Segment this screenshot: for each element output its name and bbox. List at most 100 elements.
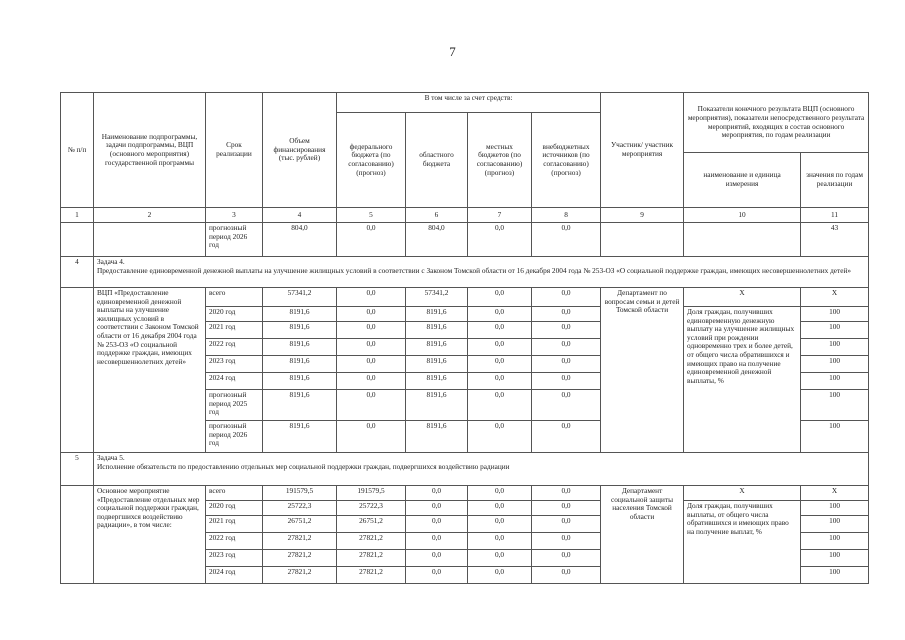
- table-row: прогнозный период 2025 год 8191,6 0,0 8191,…: [61, 389, 870, 421]
- amount-cell: 0,0: [467, 549, 532, 567]
- amount-cell: 0,0: [467, 222, 532, 257]
- header-term: Срок реализации: [205, 92, 263, 208]
- task-title: Задача 5.: [97, 453, 125, 462]
- participant-cell: [600, 222, 685, 257]
- amount-cell: 8191,6: [262, 321, 337, 339]
- column-number: 9: [600, 207, 685, 223]
- amount-cell: 0,0: [336, 306, 406, 322]
- amount-cell: 0,0: [467, 287, 532, 307]
- period-cell: 2021 год: [205, 515, 263, 533]
- amount-cell: 0,0: [530, 566, 602, 584]
- header-indicator-name: наименование и единица измерения: [683, 152, 802, 208]
- indicator-value-header-cell: X: [800, 485, 870, 501]
- amount-cell: 0,0: [405, 515, 468, 533]
- header-volume: Объем финансирования (тыс. рублей): [262, 92, 337, 208]
- table-row: 2024 год 8191,6 0,0 8191,6 0,0 0,0 100: [61, 372, 870, 390]
- indicator-value-cell: 100: [800, 515, 870, 533]
- indicator-header-cell: X: [683, 287, 802, 307]
- table-row: прогнозный период 2026 год 804,0 0,0 804,0 0…: [60, 222, 870, 257]
- column-number: 5: [336, 207, 406, 223]
- table-row: 2023 год 8191,6 0,0 8191,6 0,0 0,0 100: [61, 355, 870, 373]
- task-row: 5 Задача 5. Исполнение обязательств по пре…: [60, 452, 870, 486]
- period-cell: 2024 год: [205, 566, 263, 584]
- amount-cell: 0,0: [467, 420, 532, 453]
- column-number: 3: [205, 207, 263, 223]
- period-cell: 2022 год: [205, 532, 263, 550]
- amount-cell: 27821,2: [336, 532, 406, 550]
- amount-cell: 0,0: [530, 420, 602, 453]
- indicator-value-cell: 43: [800, 222, 870, 257]
- amount-cell: 0,0: [336, 389, 406, 421]
- column-number: 4: [262, 207, 337, 223]
- amount-cell: 0,0: [530, 389, 602, 421]
- indicator-value-cell: 100: [800, 355, 870, 373]
- indicator-value-cell: 100: [800, 306, 870, 322]
- period-cell: прогнозный период 2025 год: [205, 389, 263, 421]
- header-participant: Участник/ участник мероприятия: [600, 92, 685, 208]
- period-cell: 2020 год: [205, 500, 263, 516]
- amount-cell: 804,0: [405, 222, 468, 257]
- column-number: 10: [683, 207, 802, 223]
- amount-cell: 0,0: [405, 485, 468, 501]
- indicator-value-cell: 100: [800, 500, 870, 516]
- amount-cell: 8191,6: [405, 321, 468, 339]
- indicator-header-cell: X: [683, 485, 802, 501]
- amount-cell: 0,0: [467, 485, 532, 501]
- amount-cell: 27821,2: [262, 549, 337, 567]
- indicator-cell: [683, 222, 802, 257]
- amount-cell: 191579,5: [336, 485, 406, 501]
- amount-cell: 25722,3: [336, 500, 406, 516]
- amount-cell: 0,0: [336, 222, 406, 257]
- header-name: Наименование подпрограммы, задачи подпро…: [93, 92, 206, 208]
- table-row: 2021 год 8191,6 0,0 8191,6 0,0 0,0 100: [61, 321, 870, 339]
- amount-cell: 0,0: [467, 306, 532, 322]
- amount-cell: 8191,6: [262, 306, 337, 322]
- column-numbers-row: 1 2 3 4 5 6 7 8 9 10 11: [60, 207, 870, 223]
- no-cell: [60, 222, 94, 257]
- amount-cell: 0,0: [530, 532, 602, 550]
- task-number: 4: [60, 256, 94, 288]
- participant-cell: Департамент по вопросам семьи и детей То…: [600, 287, 685, 453]
- amount-cell: 0,0: [336, 287, 406, 307]
- program-name-cell: ВЦП «Предоставление единовременной денеж…: [93, 287, 206, 453]
- table-row: 2024 год 27821,2 27821,2 0,0 0,0 0,0 100: [61, 566, 870, 584]
- amount-cell: 0,0: [530, 549, 602, 567]
- amount-cell: 0,0: [530, 485, 602, 501]
- column-number: 11: [800, 207, 870, 223]
- page-number: 7: [449, 44, 456, 59]
- amount-cell: 0,0: [530, 372, 602, 390]
- amount-cell: 0,0: [530, 287, 602, 307]
- period-cell: 2021 год: [205, 321, 263, 339]
- amount-cell: 0,0: [467, 500, 532, 516]
- amount-cell: 8191,6: [262, 338, 337, 356]
- indicator-value-cell: 100: [800, 372, 870, 390]
- task-number: 5: [60, 452, 94, 486]
- amount-cell: 8191,6: [262, 355, 337, 373]
- amount-cell: 8191,6: [405, 372, 468, 390]
- indicator-value-cell: 100: [800, 420, 870, 453]
- period-cell: прогнозный период 2026 год: [205, 222, 263, 257]
- amount-cell: 0,0: [467, 321, 532, 339]
- participant-cell: Департамент социальной защиты населения …: [600, 485, 685, 584]
- amount-cell: 26751,2: [336, 515, 406, 533]
- no-cell: [60, 287, 94, 453]
- amount-cell: 0,0: [530, 306, 602, 322]
- amount-cell: 0,0: [405, 566, 468, 584]
- header-no: № п/п: [60, 92, 94, 208]
- amount-cell: 0,0: [405, 532, 468, 550]
- table-row: 2022 год 8191,6 0,0 8191,6 0,0 0,0 100: [61, 338, 870, 356]
- period-cell: прогнозный период 2026 год: [205, 420, 263, 453]
- no-cell: [60, 485, 94, 584]
- amount-cell: 27821,2: [336, 566, 406, 584]
- header-extra: внебюджетных источников (по согласованию…: [530, 112, 602, 208]
- amount-cell: 26751,2: [262, 515, 337, 533]
- header-federal: федерального бюджета (по согласованию) (…: [336, 112, 406, 208]
- amount-cell: 27821,2: [336, 549, 406, 567]
- task-text: Предоставление единовременной денежной в…: [97, 265, 852, 275]
- column-number: 6: [405, 207, 468, 223]
- task-title: Задача 4.: [97, 257, 125, 266]
- amount-cell: 8191,6: [405, 420, 468, 453]
- task-cell: Задача 5. Исполнение обязательств по пред…: [92, 452, 870, 486]
- header-local: местных бюджетов (по согласованию) (прог…: [467, 112, 532, 208]
- amount-cell: 0,0: [467, 389, 532, 421]
